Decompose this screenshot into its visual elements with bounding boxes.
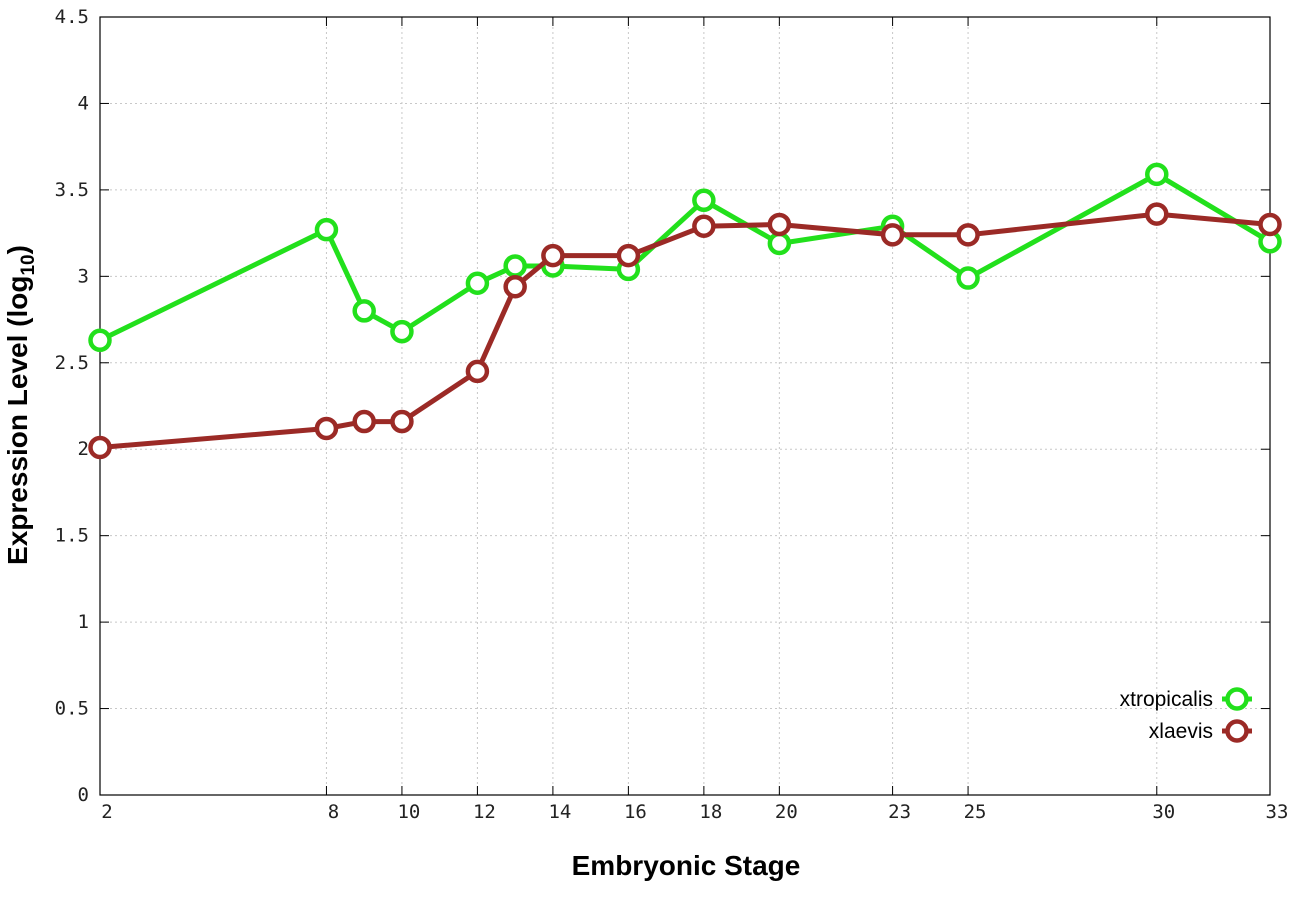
series-line-xtropicalis xyxy=(98,171,1272,343)
legend: xtropicalis xlaevis xyxy=(1120,687,1252,743)
x-tick-label: 12 xyxy=(473,801,496,823)
data-point-xtropicalis xyxy=(767,231,792,256)
data-point-xlaevis xyxy=(880,223,905,247)
x-tick-label: 25 xyxy=(964,801,987,823)
data-point-xlaevis xyxy=(314,416,339,441)
legend-label-xtropicalis: xtropicalis xyxy=(1120,688,1213,711)
legend-label-xlaevis: xlaevis xyxy=(1149,720,1213,743)
data-point-xtropicalis xyxy=(390,319,414,344)
x-tick-label: 33 xyxy=(1266,801,1289,823)
y-axis-title-end: ) xyxy=(2,245,33,254)
x-tick-label: 18 xyxy=(699,801,722,823)
grid-lines xyxy=(100,17,1270,795)
x-tick-label: 30 xyxy=(1152,801,1175,823)
x-tick-label: 20 xyxy=(775,801,798,823)
data-point-xtropicalis xyxy=(88,328,112,353)
data-point-xtropicalis xyxy=(692,188,716,213)
y-tick-label: 3 xyxy=(78,265,89,287)
x-tick-label: 10 xyxy=(397,801,420,823)
data-point-xtropicalis xyxy=(352,299,376,323)
series-line-xlaevis xyxy=(99,211,1271,450)
data-point-xlaevis xyxy=(1145,202,1169,226)
data-point-xlaevis xyxy=(390,409,414,434)
data-point-xlaevis xyxy=(541,243,565,268)
data-point-xtropicalis xyxy=(1145,162,1169,187)
x-tick-label: 8 xyxy=(328,801,339,823)
data-point-xlaevis xyxy=(956,223,980,247)
legend-marker-xlaevis xyxy=(1225,719,1249,743)
data-point-xlaevis xyxy=(503,274,527,299)
series-lines xyxy=(88,162,1282,460)
y-tick-label: 4.5 xyxy=(55,6,89,28)
data-point-xlaevis xyxy=(88,435,112,460)
data-point-xlaevis xyxy=(1258,212,1282,237)
plot-frame xyxy=(99,16,1271,796)
y-tick-label: 2 xyxy=(78,438,89,460)
data-point-xlaevis xyxy=(692,214,716,238)
y-axis-title-main: Expression Level (log xyxy=(2,276,33,565)
data-point-xlaevis xyxy=(767,212,792,237)
y-tick-label: 2.5 xyxy=(55,352,89,374)
data-point-xlaevis xyxy=(616,243,641,268)
data-point-xtropicalis xyxy=(314,217,339,242)
x-tick-label: 23 xyxy=(888,801,911,823)
y-axis-title-subscript: 10 xyxy=(18,254,39,275)
x-axis-title: Embryonic Stage xyxy=(572,850,801,881)
legend-marker-xtropicalis xyxy=(1225,687,1249,711)
data-point-xtropicalis xyxy=(465,271,490,295)
y-tick-label: 1 xyxy=(78,611,89,633)
y-axis-title: Expression Level (log10) xyxy=(2,245,39,565)
x-tick-label: 2 xyxy=(101,801,112,823)
y-tick-label: 0.5 xyxy=(55,698,89,720)
data-point-xtropicalis xyxy=(503,254,527,278)
y-axis-ticks: 0 0.5 1 1.5 2 2.5 3 3.5 4 4.5 xyxy=(55,6,1270,806)
y-tick-label: 1.5 xyxy=(55,525,89,547)
y-tick-label: 3.5 xyxy=(55,179,89,201)
y-tick-label: 4 xyxy=(78,92,89,114)
x-tick-label: 16 xyxy=(624,801,647,823)
x-tick-label: 14 xyxy=(548,801,571,823)
data-point-xlaevis xyxy=(352,409,376,434)
data-point-xtropicalis xyxy=(956,266,980,290)
x-axis-ticks: 2 8 10 12 14 16 18 20 23 25 30 33 xyxy=(99,17,1289,823)
data-point-xlaevis xyxy=(465,359,490,384)
y-tick-label: 0 xyxy=(78,784,89,806)
